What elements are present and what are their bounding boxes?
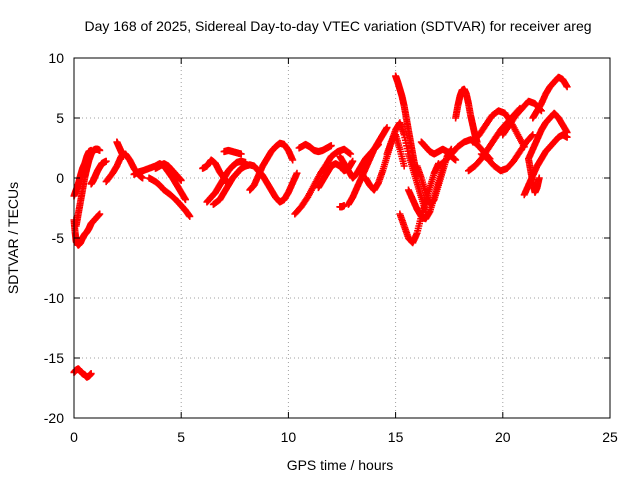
series-track-16 — [254, 167, 301, 206]
data-point — [563, 83, 571, 91]
chart-title: Day 168 of 2025, Sidereal Day-to-day VTE… — [84, 18, 591, 34]
y-axis-label: SDTVAR / TECUs — [5, 182, 21, 294]
series-track-22 — [336, 202, 348, 211]
data-point — [374, 140, 382, 148]
data-point — [349, 157, 357, 165]
y-tick-label: -15 — [44, 350, 64, 366]
series-track-4 — [87, 157, 110, 188]
data-point — [289, 156, 297, 164]
x-axis-label: GPS time / hours — [287, 457, 394, 473]
series-track-12 — [203, 157, 250, 206]
series-track-31 — [434, 136, 494, 170]
series-track-21 — [336, 140, 382, 182]
series-track-18 — [295, 140, 335, 156]
series-track-37 — [525, 109, 571, 163]
data-point — [563, 133, 571, 141]
data-point — [327, 142, 335, 150]
x-tick-label: 15 — [388, 429, 404, 445]
data-point — [119, 152, 127, 160]
x-tick-label: 0 — [70, 429, 78, 445]
y-tick-label: 10 — [48, 50, 64, 66]
y-tick-label: -20 — [44, 410, 64, 426]
data-point — [528, 132, 536, 140]
data-point — [293, 169, 301, 177]
series-track-14 — [220, 146, 245, 158]
y-tick-label: -10 — [44, 290, 64, 306]
y-tick-label: 5 — [56, 110, 64, 126]
x-tick-label: 10 — [281, 429, 297, 445]
data-point — [529, 131, 537, 139]
data-point — [96, 210, 104, 218]
data-point — [347, 150, 355, 158]
y-tick-label: 0 — [56, 170, 64, 186]
x-tick-label: 5 — [177, 429, 185, 445]
data-point — [139, 174, 147, 182]
y-tick-label: -5 — [52, 230, 65, 246]
data-point — [177, 176, 185, 184]
series-track-9 — [145, 174, 194, 220]
series-track-7 — [113, 138, 127, 160]
series-track-17 — [291, 145, 355, 218]
data-point — [96, 146, 104, 154]
grid-lines — [74, 58, 610, 418]
x-tick-label: 20 — [495, 429, 511, 445]
series-track-10 — [151, 160, 185, 184]
data-point — [181, 196, 189, 204]
series-track-39 — [525, 155, 543, 196]
data-point — [452, 156, 460, 164]
data-point — [237, 150, 245, 158]
data-point — [383, 124, 391, 132]
data-point — [535, 174, 543, 182]
data-point — [340, 202, 348, 210]
y-axis: -20 -15 -10 -5 0 5 10 — [44, 50, 610, 426]
data-point — [102, 157, 110, 165]
x-tick-label: 25 — [602, 429, 618, 445]
series-track-30 — [452, 85, 481, 146]
data-layer — [70, 72, 571, 381]
series-track-34 — [477, 131, 537, 175]
data-point — [87, 370, 95, 378]
x-axis: 0 5 10 15 20 25 — [70, 58, 618, 445]
data-point — [400, 162, 408, 170]
series-track-36 — [529, 73, 571, 122]
data-point — [186, 212, 194, 220]
